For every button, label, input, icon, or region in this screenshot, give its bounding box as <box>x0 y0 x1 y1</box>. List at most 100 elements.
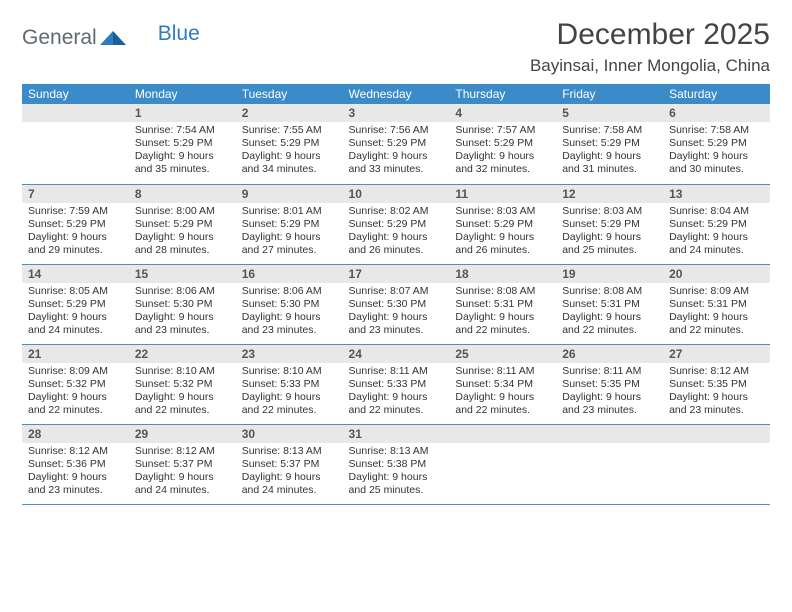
daynum: 11 <box>449 185 556 203</box>
calendar-cell: 22Sunrise: 8:10 AMSunset: 5:32 PMDayligh… <box>129 344 236 424</box>
calendar-cell: 25Sunrise: 8:11 AMSunset: 5:34 PMDayligh… <box>449 344 556 424</box>
day-detail: Sunrise: 8:05 AMSunset: 5:29 PMDaylight:… <box>22 283 129 342</box>
calendar-cell: 11Sunrise: 8:03 AMSunset: 5:29 PMDayligh… <box>449 184 556 264</box>
day-detail: Sunrise: 8:01 AMSunset: 5:29 PMDaylight:… <box>236 203 343 262</box>
calendar-cell: 18Sunrise: 8:08 AMSunset: 5:31 PMDayligh… <box>449 264 556 344</box>
calendar-header-row: SundayMondayTuesdayWednesdayThursdayFrid… <box>22 84 770 104</box>
calendar-cell: 4Sunrise: 7:57 AMSunset: 5:29 PMDaylight… <box>449 104 556 184</box>
weekday-header: Saturday <box>663 84 770 104</box>
day-detail: Sunrise: 7:54 AMSunset: 5:29 PMDaylight:… <box>129 122 236 181</box>
calendar-week-row: 1Sunrise: 7:54 AMSunset: 5:29 PMDaylight… <box>22 104 770 184</box>
daynum: 26 <box>556 345 663 363</box>
day-detail: Sunrise: 8:06 AMSunset: 5:30 PMDaylight:… <box>129 283 236 342</box>
daynum: 30 <box>236 425 343 443</box>
calendar-cell: 13Sunrise: 8:04 AMSunset: 5:29 PMDayligh… <box>663 184 770 264</box>
daynum: 3 <box>343 104 450 122</box>
logo-text-general: General <box>22 26 97 50</box>
calendar-cell: 14Sunrise: 8:05 AMSunset: 5:29 PMDayligh… <box>22 264 129 344</box>
daynum: 13 <box>663 185 770 203</box>
daynum: 25 <box>449 345 556 363</box>
weekday-header: Thursday <box>449 84 556 104</box>
logo-triangle-icon <box>100 29 126 47</box>
calendar-cell: 26Sunrise: 8:11 AMSunset: 5:35 PMDayligh… <box>556 344 663 424</box>
calendar-cell: 27Sunrise: 8:12 AMSunset: 5:35 PMDayligh… <box>663 344 770 424</box>
daynum: 5 <box>556 104 663 122</box>
calendar-cell: 2Sunrise: 7:55 AMSunset: 5:29 PMDaylight… <box>236 104 343 184</box>
calendar-cell: 1Sunrise: 7:54 AMSunset: 5:29 PMDaylight… <box>129 104 236 184</box>
daynum: 16 <box>236 265 343 283</box>
day-detail: Sunrise: 8:00 AMSunset: 5:29 PMDaylight:… <box>129 203 236 262</box>
day-detail: Sunrise: 8:10 AMSunset: 5:32 PMDaylight:… <box>129 363 236 422</box>
day-detail: Sunrise: 8:06 AMSunset: 5:30 PMDaylight:… <box>236 283 343 342</box>
daynum: 22 <box>129 345 236 363</box>
weekday-header: Wednesday <box>343 84 450 104</box>
calendar-cell: 30Sunrise: 8:13 AMSunset: 5:37 PMDayligh… <box>236 424 343 504</box>
daynum: 10 <box>343 185 450 203</box>
calendar-cell: 28Sunrise: 8:12 AMSunset: 5:36 PMDayligh… <box>22 424 129 504</box>
daynum-empty <box>22 104 129 122</box>
calendar-cell: 10Sunrise: 8:02 AMSunset: 5:29 PMDayligh… <box>343 184 450 264</box>
calendar-cell: 3Sunrise: 7:56 AMSunset: 5:29 PMDaylight… <box>343 104 450 184</box>
daynum-empty <box>556 425 663 443</box>
day-detail: Sunrise: 8:11 AMSunset: 5:33 PMDaylight:… <box>343 363 450 422</box>
calendar-cell: 6Sunrise: 7:58 AMSunset: 5:29 PMDaylight… <box>663 104 770 184</box>
calendar-cell <box>556 424 663 504</box>
header: General Blue December 2025 Bayinsai, Inn… <box>22 18 770 76</box>
day-detail: Sunrise: 8:10 AMSunset: 5:33 PMDaylight:… <box>236 363 343 422</box>
daynum: 20 <box>663 265 770 283</box>
day-detail: Sunrise: 8:02 AMSunset: 5:29 PMDaylight:… <box>343 203 450 262</box>
weekday-header: Tuesday <box>236 84 343 104</box>
calendar-week-row: 7Sunrise: 7:59 AMSunset: 5:29 PMDaylight… <box>22 184 770 264</box>
daynum: 29 <box>129 425 236 443</box>
calendar-cell: 23Sunrise: 8:10 AMSunset: 5:33 PMDayligh… <box>236 344 343 424</box>
day-detail: Sunrise: 8:03 AMSunset: 5:29 PMDaylight:… <box>556 203 663 262</box>
daynum: 31 <box>343 425 450 443</box>
daynum: 2 <box>236 104 343 122</box>
title-month: December 2025 <box>530 18 770 52</box>
day-detail: Sunrise: 8:09 AMSunset: 5:32 PMDaylight:… <box>22 363 129 422</box>
day-detail: Sunrise: 8:09 AMSunset: 5:31 PMDaylight:… <box>663 283 770 342</box>
daynum: 28 <box>22 425 129 443</box>
calendar-cell: 9Sunrise: 8:01 AMSunset: 5:29 PMDaylight… <box>236 184 343 264</box>
day-detail: Sunrise: 8:12 AMSunset: 5:36 PMDaylight:… <box>22 443 129 502</box>
day-detail: Sunrise: 8:04 AMSunset: 5:29 PMDaylight:… <box>663 203 770 262</box>
daynum: 12 <box>556 185 663 203</box>
day-detail: Sunrise: 7:58 AMSunset: 5:29 PMDaylight:… <box>556 122 663 181</box>
daynum-empty <box>663 425 770 443</box>
day-detail: Sunrise: 8:08 AMSunset: 5:31 PMDaylight:… <box>556 283 663 342</box>
weekday-header: Friday <box>556 84 663 104</box>
daynum: 27 <box>663 345 770 363</box>
calendar-cell: 15Sunrise: 8:06 AMSunset: 5:30 PMDayligh… <box>129 264 236 344</box>
daynum: 7 <box>22 185 129 203</box>
weekday-header: Sunday <box>22 84 129 104</box>
logo-text-blue: Blue <box>158 22 200 46</box>
day-detail: Sunrise: 7:56 AMSunset: 5:29 PMDaylight:… <box>343 122 450 181</box>
daynum: 19 <box>556 265 663 283</box>
daynum: 8 <box>129 185 236 203</box>
calendar-cell <box>449 424 556 504</box>
day-detail: Sunrise: 7:58 AMSunset: 5:29 PMDaylight:… <box>663 122 770 181</box>
day-detail: Sunrise: 8:12 AMSunset: 5:35 PMDaylight:… <box>663 363 770 422</box>
calendar-cell: 17Sunrise: 8:07 AMSunset: 5:30 PMDayligh… <box>343 264 450 344</box>
daynum: 14 <box>22 265 129 283</box>
daynum: 23 <box>236 345 343 363</box>
calendar-table: SundayMondayTuesdayWednesdayThursdayFrid… <box>22 84 770 505</box>
day-detail: Sunrise: 8:11 AMSunset: 5:34 PMDaylight:… <box>449 363 556 422</box>
calendar-week-row: 14Sunrise: 8:05 AMSunset: 5:29 PMDayligh… <box>22 264 770 344</box>
daynum-empty <box>449 425 556 443</box>
calendar-cell: 21Sunrise: 8:09 AMSunset: 5:32 PMDayligh… <box>22 344 129 424</box>
calendar-week-row: 28Sunrise: 8:12 AMSunset: 5:36 PMDayligh… <box>22 424 770 504</box>
weekday-header: Monday <box>129 84 236 104</box>
calendar-week-row: 21Sunrise: 8:09 AMSunset: 5:32 PMDayligh… <box>22 344 770 424</box>
day-detail: Sunrise: 8:13 AMSunset: 5:37 PMDaylight:… <box>236 443 343 502</box>
day-detail: Sunrise: 8:11 AMSunset: 5:35 PMDaylight:… <box>556 363 663 422</box>
calendar-body: 1Sunrise: 7:54 AMSunset: 5:29 PMDaylight… <box>22 104 770 504</box>
calendar-cell: 20Sunrise: 8:09 AMSunset: 5:31 PMDayligh… <box>663 264 770 344</box>
logo: General Blue <box>22 18 200 50</box>
title-block: December 2025 Bayinsai, Inner Mongolia, … <box>530 18 770 76</box>
daynum: 18 <box>449 265 556 283</box>
daynum: 24 <box>343 345 450 363</box>
day-detail: Sunrise: 7:55 AMSunset: 5:29 PMDaylight:… <box>236 122 343 181</box>
day-detail: Sunrise: 8:13 AMSunset: 5:38 PMDaylight:… <box>343 443 450 502</box>
calendar-cell: 16Sunrise: 8:06 AMSunset: 5:30 PMDayligh… <box>236 264 343 344</box>
